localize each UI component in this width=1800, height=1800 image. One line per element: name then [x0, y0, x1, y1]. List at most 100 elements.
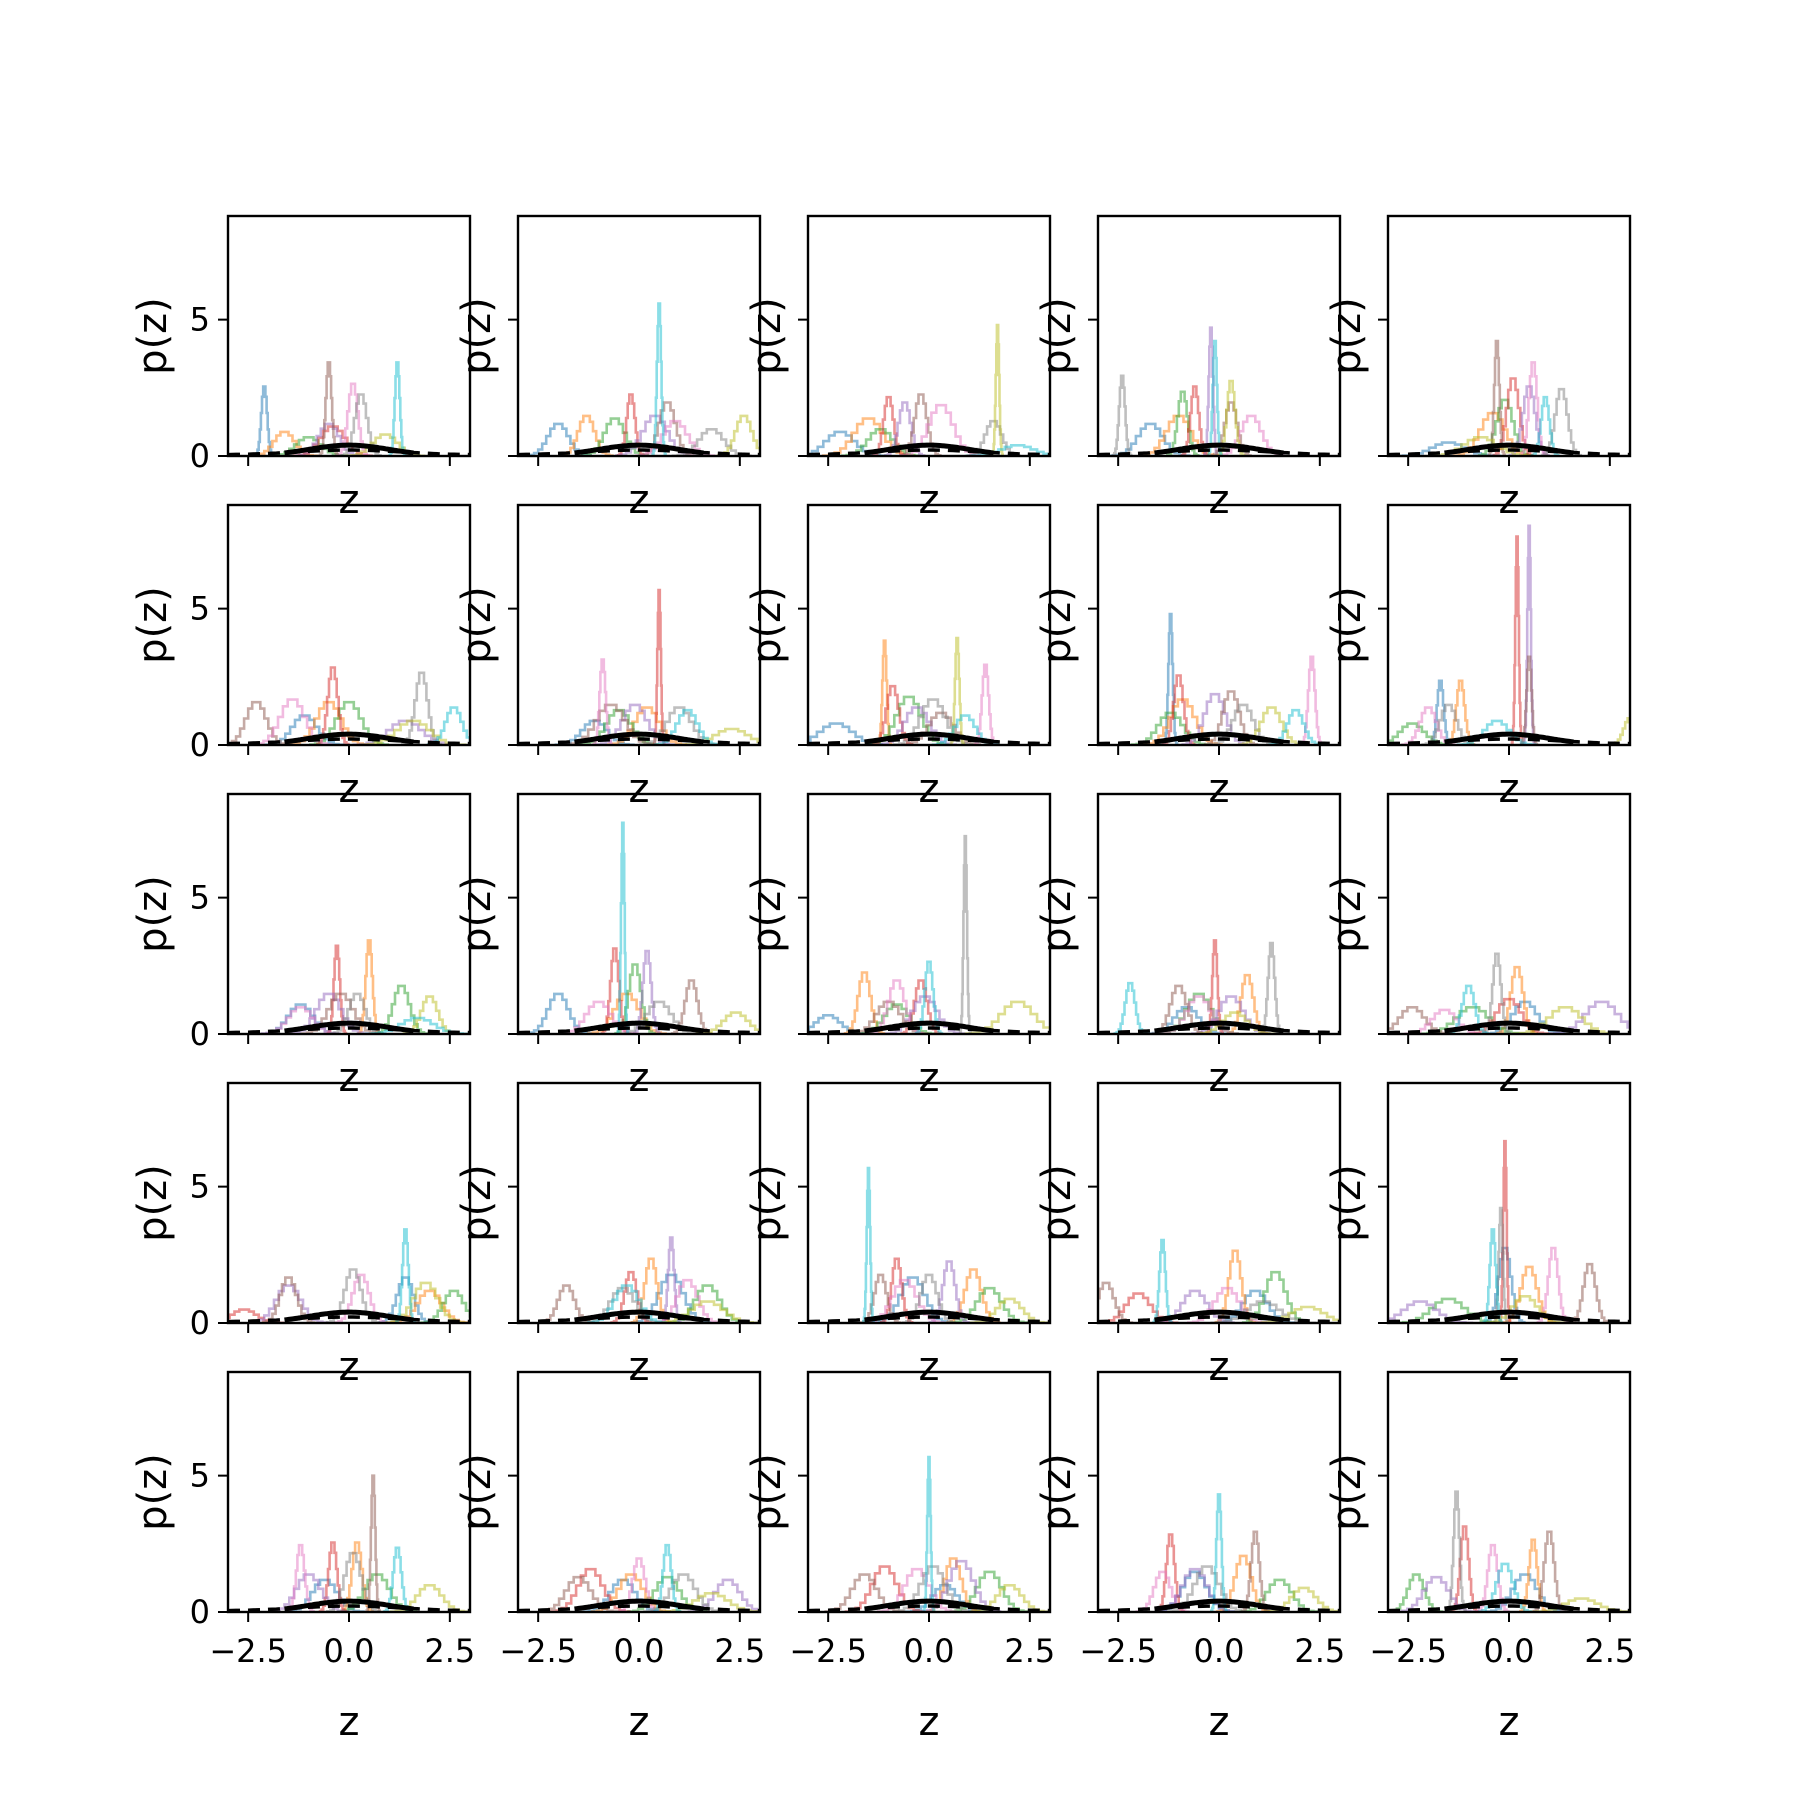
series-9-line: [1195, 1011, 1276, 1034]
prior-dashed-line: [808, 1315, 1050, 1323]
y-axis-label: p(z): [130, 875, 176, 953]
prior-curve: [1444, 442, 1574, 456]
x-tick-label: 0.0: [904, 1632, 955, 1670]
x-axis-label: z: [629, 766, 650, 812]
prior-curve: [1444, 1020, 1574, 1034]
series-9-line: [1512, 1006, 1619, 1034]
subplot-4-2: z p(z): [454, 1081, 762, 1390]
series-10-line: [1456, 719, 1537, 745]
x-axis-label: z: [339, 1344, 360, 1390]
series-9-line: [1237, 706, 1305, 745]
series-7-line: [252, 698, 333, 745]
axes-frame: [1386, 1370, 1632, 1614]
x-tick-label: 0.0: [614, 1632, 665, 1670]
x-axis-label: z: [1499, 766, 1520, 812]
x-axis-label: z: [1209, 477, 1230, 523]
subplot-5-3: −2.5 0.0 2.5 z p(z): [744, 1370, 1055, 1745]
subplot-3-4: z p(z): [1034, 792, 1342, 1101]
series-4-line: [1498, 1139, 1512, 1323]
x-axis-label: z: [339, 477, 360, 523]
axes-frame: [1096, 503, 1342, 747]
y-tick-label: 0: [190, 1593, 210, 1631]
axes-frame: [226, 214, 472, 458]
x-tick-label: −2.5: [1369, 1632, 1447, 1670]
prior-dashed-line: [518, 448, 760, 456]
series-1-line: [1162, 612, 1179, 745]
series-1-line: [254, 385, 275, 456]
prior-dashed-line: [1098, 737, 1340, 745]
y-axis-label: p(z): [1034, 297, 1080, 375]
prior-curve: [1444, 1309, 1574, 1323]
series-4-line: [1156, 1533, 1185, 1612]
y-axis-label: p(z): [130, 1164, 176, 1242]
prior-dashed-line: [228, 1315, 470, 1323]
prior-dashed-line: [808, 737, 1050, 745]
prior-curve: [574, 442, 704, 456]
x-axis-label: z: [919, 1699, 940, 1745]
y-axis-label: p(z): [130, 297, 176, 375]
prior-dashed-line: [1098, 1026, 1340, 1034]
subplot-2-2: z p(z): [454, 503, 762, 812]
y-axis-label: p(z): [454, 586, 500, 664]
y-axis-label: p(z): [744, 1453, 790, 1531]
axes-frame: [226, 1081, 472, 1325]
x-tick-label: 0.0: [1194, 1632, 1245, 1670]
prior-dashed-line: [808, 1026, 1050, 1034]
series-3-line: [1389, 1573, 1444, 1612]
x-axis-label: z: [1209, 766, 1230, 812]
y-axis-label: p(z): [1324, 297, 1370, 375]
y-axis-label: p(z): [454, 1453, 500, 1531]
series-10-line: [395, 1228, 416, 1323]
y-axis-label: p(z): [454, 875, 500, 953]
subplot-2-1: 0 5 z p(z): [130, 503, 472, 812]
series-8-line: [1111, 374, 1133, 456]
x-axis-label: z: [629, 1055, 650, 1101]
prior-dashed-line: [228, 1604, 470, 1612]
prior-curve: [1444, 731, 1574, 745]
prior-dashed-line: [1388, 1026, 1630, 1034]
prior-dashed-line: [1388, 448, 1630, 456]
y-tick-label: 0: [190, 437, 210, 475]
subplot-1-4: z p(z): [1034, 214, 1342, 523]
series-8-line: [330, 992, 385, 1034]
series-7-line: [1476, 1543, 1510, 1612]
series-9-line: [1485, 1295, 1566, 1323]
x-axis-label: z: [1209, 1055, 1230, 1101]
series-7-line: [1187, 1286, 1268, 1323]
series-6-line: [1098, 1281, 1134, 1323]
prior-curve: [574, 1598, 704, 1612]
y-axis-label: p(z): [1034, 1453, 1080, 1531]
prior-dashed-line: [808, 1604, 1050, 1612]
series-10-line: [1210, 1493, 1228, 1612]
subplot-2-3: z p(z): [744, 503, 1052, 812]
series-6-line: [538, 1575, 619, 1612]
subplot-3-5: z p(z): [1324, 792, 1632, 1101]
y-axis-label: p(z): [1324, 875, 1370, 953]
prior-dashed-line: [228, 737, 470, 745]
prior-dashed-line: [228, 448, 470, 456]
x-tick-label: 0.0: [324, 1632, 375, 1670]
prior-curve: [284, 1309, 414, 1323]
y-axis-label: p(z): [744, 875, 790, 953]
prior-curve: [1154, 731, 1284, 745]
subplot-1-3: z p(z): [744, 214, 1052, 523]
subplot-4-1: 0 5 z p(z): [130, 1081, 472, 1390]
series-8-line: [1446, 1490, 1467, 1612]
series-10-line: [1152, 1238, 1173, 1323]
series-5-line: [352, 719, 459, 745]
x-tick-label: 2.5: [1584, 1632, 1635, 1670]
prior-curve: [574, 1309, 704, 1323]
subplot-4-3: z p(z): [744, 1081, 1052, 1390]
y-axis-label: p(z): [1324, 586, 1370, 664]
y-tick-label: 5: [190, 1457, 210, 1495]
y-tick-label: 5: [190, 879, 210, 917]
series-8-line: [893, 698, 974, 745]
series-6-line: [901, 711, 982, 745]
axes-frame: [226, 1370, 472, 1614]
y-axis-label: p(z): [1034, 875, 1080, 953]
axes-frame: [1096, 1081, 1342, 1325]
x-tick-label: −2.5: [209, 1632, 287, 1670]
x-axis-label: z: [1499, 1699, 1520, 1745]
series-9-line: [991, 323, 1004, 456]
